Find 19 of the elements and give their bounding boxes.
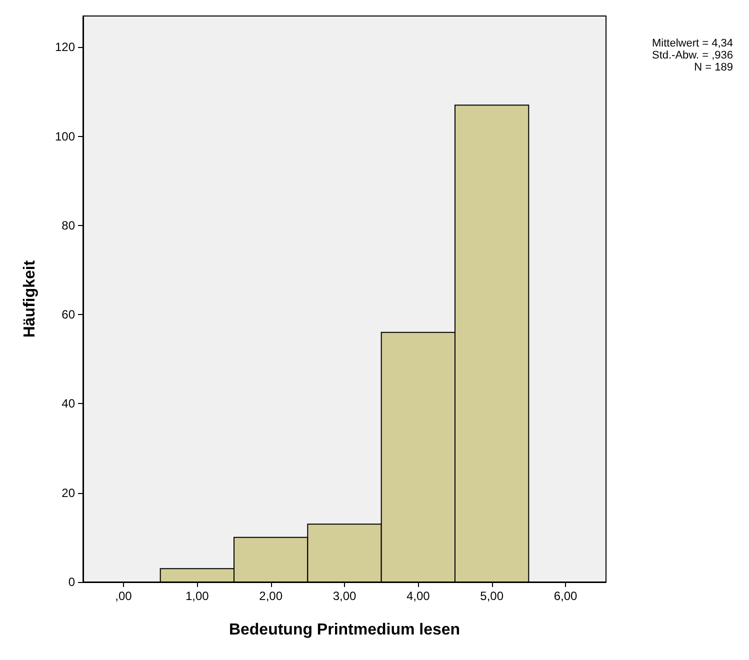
x-tick-label: 5,00 — [480, 589, 504, 603]
y-axis-title: Häufigkeit — [22, 260, 38, 338]
text: Std.-Abw. = ,936 — [652, 50, 734, 62]
x-tick-label: 6,00 — [554, 589, 578, 603]
text: N = 189 — [694, 62, 734, 74]
x-axis-title: Bedeutung Printmedium lesen — [228, 622, 460, 638]
y-tick-label: 40 — [62, 396, 76, 411]
text: Mittelwert = 4,34 — [652, 38, 734, 50]
y-tick-label: 100 — [54, 129, 76, 144]
x-tick-label: 1,00 — [185, 589, 210, 603]
y-tick-label: 120 — [54, 40, 76, 54]
y-tick-label: 80 — [62, 218, 76, 232]
x-tick-label: 3,00 — [332, 589, 356, 603]
y-tick-label: 20 — [62, 486, 76, 500]
x-tick-label: 2,00 — [259, 589, 283, 603]
x-tick-label: ,00 — [115, 589, 132, 603]
y-tick-label: 0 — [68, 575, 76, 589]
y-tick-label: 60 — [62, 308, 76, 322]
x-tick-label: 4,00 — [406, 589, 430, 603]
